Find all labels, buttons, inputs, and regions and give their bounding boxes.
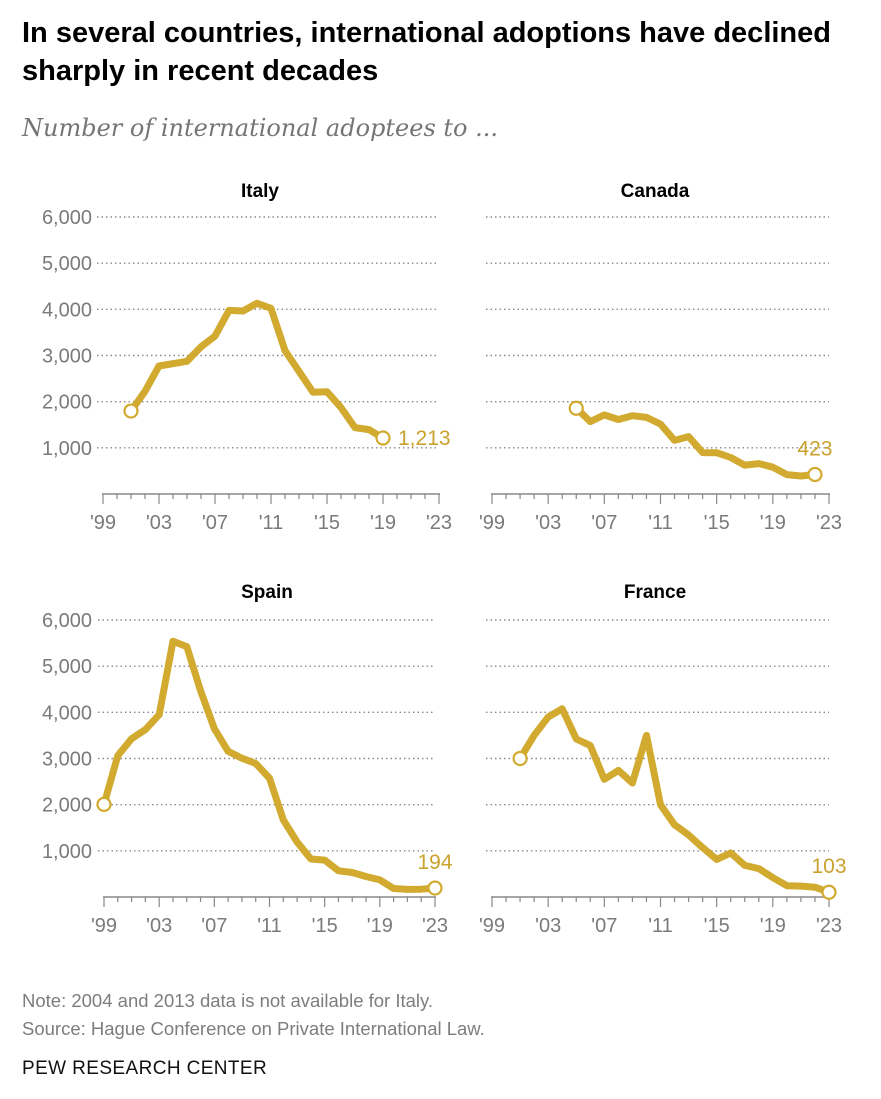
chart-subtitle: Number of international adoptees to ...	[22, 114, 498, 142]
italy-y-tick-label: 2,000	[42, 392, 92, 414]
spain-x-tick-label: '99	[91, 915, 117, 937]
spain-x-tick-label: '15	[312, 915, 338, 937]
italy-start-point	[123, 403, 139, 419]
france-x-tick-label: '11	[648, 915, 673, 937]
france-start-point	[512, 750, 528, 767]
spain-y-tick-label: 5,000	[42, 656, 92, 678]
france-end-point	[821, 884, 837, 900]
france-x-tick-label: '07	[591, 915, 617, 937]
spain-panel-title: Spain	[241, 582, 293, 603]
italy-x-tick-label: '07	[202, 512, 228, 534]
italy-x-tick-label: '99	[90, 512, 116, 534]
italy-x-tick-label: '15	[314, 512, 340, 534]
canada-x-tick-label: '07	[591, 512, 617, 534]
canada-series-line	[572, 404, 819, 480]
spain-y-tick-label: 4,000	[42, 702, 92, 724]
spain-y-tick-label: 2,000	[42, 795, 92, 817]
italy-x-tick-label: '23	[426, 512, 452, 534]
canada-start-point	[568, 400, 584, 416]
italy-y-tick-label: 5,000	[42, 253, 92, 275]
italy-x-tick-label: '19	[370, 512, 396, 534]
italy-end-point	[375, 430, 391, 446]
france-x-tick-label: '99	[479, 915, 505, 937]
spain-end-value-label: 194	[417, 851, 452, 874]
italy-x-tick-label: '11	[259, 512, 284, 534]
italy-x-tick-label: '03	[146, 512, 172, 534]
canada-end-point	[807, 466, 823, 483]
canada-x-tick-label: '03	[535, 512, 561, 534]
france-x-tick-label: '15	[704, 915, 730, 937]
italy-y-tick-label: 6,000	[42, 207, 92, 229]
canada-x-tick-label: '11	[648, 512, 673, 534]
italy-panel-title: Italy	[241, 181, 279, 202]
italy-y-tick-label: 3,000	[42, 346, 92, 368]
canada-x-tick-label: '23	[816, 512, 842, 534]
spain-x-tick-label: '19	[367, 915, 393, 937]
france-x-tick-label: '03	[535, 915, 561, 937]
footnote: Note: 2004 and 2013 data is not availabl…	[22, 990, 434, 1011]
canada-end-value-label: 423	[797, 437, 832, 460]
spain-x-tick-label: '03	[146, 915, 172, 937]
spain-x-tick-label: '23	[422, 915, 448, 937]
canada-x-tick-label: '19	[760, 512, 786, 534]
italy-series-line	[127, 299, 387, 442]
spain-end-point	[427, 880, 443, 896]
france-panel-title: France	[624, 582, 686, 603]
france-x-tick-label: '23	[816, 915, 842, 937]
spain-x-tick-label: '07	[201, 915, 227, 937]
spain-y-tick-label: 3,000	[42, 749, 92, 771]
italy-y-tick-label: 4,000	[42, 299, 92, 321]
italy-y-tick-label: 1,000	[42, 438, 92, 460]
italy-end-value-label: 1,213	[398, 427, 451, 450]
canada-panel-title: Canada	[621, 181, 690, 202]
spain-x-tick-label: '11	[257, 915, 282, 937]
spain-start-point	[96, 796, 112, 812]
source-line: Source: Hague Conference on Private Inte…	[22, 1018, 485, 1039]
france-series-line	[516, 705, 833, 896]
chart-title: In several countries, international adop…	[22, 17, 831, 87]
france-x-tick-label: '19	[760, 915, 786, 937]
france-end-value-label: 103	[811, 855, 846, 878]
spain-y-tick-label: 1,000	[42, 841, 92, 863]
spain-series-line	[100, 637, 439, 893]
canada-x-tick-label: '15	[704, 512, 730, 534]
brand-logo-text: PEW RESEARCH CENTER	[22, 1058, 268, 1079]
canada-x-tick-label: '99	[479, 512, 505, 534]
spain-y-tick-label: 6,000	[42, 610, 92, 632]
